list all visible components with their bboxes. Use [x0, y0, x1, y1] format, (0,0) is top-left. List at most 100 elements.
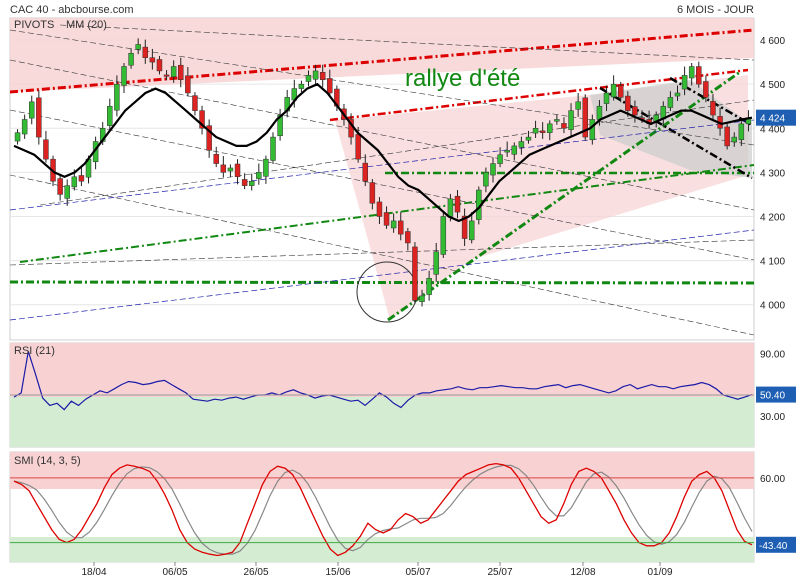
candle-body[interactable] — [114, 83, 120, 111]
candle-body[interactable] — [582, 97, 588, 138]
candle-body[interactable] — [483, 172, 489, 187]
candle-body[interactable] — [170, 66, 177, 77]
candle-body[interactable] — [29, 101, 35, 119]
candle-body[interactable] — [64, 185, 70, 199]
candle-body[interactable] — [206, 125, 212, 151]
candle-body[interactable] — [433, 251, 439, 275]
candle-body[interactable] — [724, 126, 730, 147]
candle-body[interactable] — [327, 78, 333, 94]
smi-tick-label: 60.00 — [760, 474, 785, 485]
candle-body[interactable] — [57, 178, 63, 195]
candle-body[interactable] — [419, 295, 425, 302]
candle-body[interactable] — [511, 145, 518, 155]
candle-body[interactable] — [163, 74, 170, 77]
candle-body[interactable] — [376, 201, 383, 217]
candle-body[interactable] — [21, 119, 28, 135]
candle-body[interactable] — [440, 216, 447, 255]
candle-body[interactable] — [142, 46, 149, 58]
candle-body[interactable] — [518, 141, 525, 148]
legend-pivots[interactable]: PIVOTS — [14, 19, 54, 31]
candle-body[interactable] — [277, 114, 283, 137]
candle-body[interactable] — [497, 154, 503, 164]
candle-body[interactable] — [617, 85, 624, 98]
candle-body[interactable] — [504, 150, 510, 153]
candle-body[interactable] — [447, 198, 454, 217]
candle-body[interactable] — [256, 172, 262, 179]
candle-body[interactable] — [213, 154, 219, 164]
candle-body[interactable] — [128, 53, 134, 66]
support-line-low — [9, 280, 755, 285]
candle-body[interactable] — [688, 66, 695, 79]
candle-body[interactable] — [625, 95, 631, 111]
candle-body[interactable] — [135, 44, 141, 50]
candle-body[interactable] — [156, 59, 163, 72]
price-tick-label: 4 000 — [760, 301, 785, 312]
chart-period[interactable]: 6 MOIS - JOUR — [677, 4, 754, 16]
candle-body[interactable] — [248, 180, 255, 186]
candle-body[interactable] — [312, 70, 319, 80]
candle-body[interactable] — [14, 132, 21, 142]
candle-body[interactable] — [107, 105, 113, 126]
candle-body[interactable] — [369, 182, 376, 204]
candle-body[interactable] — [696, 66, 702, 85]
candle-body[interactable] — [532, 128, 539, 134]
price-tick-label: 4 300 — [760, 168, 785, 179]
candle-body[interactable] — [568, 110, 574, 130]
candle-body[interactable] — [596, 105, 603, 120]
candle-body[interactable] — [36, 97, 42, 138]
candle-body[interactable] — [390, 220, 397, 229]
legend-ma[interactable]: MM (20) — [66, 19, 107, 31]
candle-body[interactable] — [468, 220, 475, 241]
candle-body[interactable] — [710, 101, 716, 116]
candle-body[interactable] — [234, 163, 241, 178]
candle-body[interactable] — [185, 75, 191, 94]
candle-body[interactable] — [610, 83, 617, 98]
candle-body[interactable] — [603, 92, 610, 104]
candle-body[interactable] — [539, 130, 546, 133]
candle-body[interactable] — [490, 163, 496, 176]
candle-body[interactable] — [426, 277, 432, 295]
candle-body[interactable] — [149, 57, 156, 63]
candle-body[interactable] — [561, 123, 567, 129]
candle-body[interactable] — [383, 212, 390, 226]
candle-body[interactable] — [554, 119, 560, 122]
candle-body[interactable] — [674, 92, 681, 97]
candle-body[interactable] — [575, 101, 581, 110]
candle-body[interactable] — [738, 123, 745, 140]
candle-body[interactable] — [632, 106, 638, 116]
candle-body[interactable] — [362, 162, 368, 182]
candle-body[interactable] — [731, 136, 737, 143]
candle-body[interactable] — [355, 134, 361, 160]
candle-body[interactable] — [270, 136, 276, 161]
candle-body[interactable] — [461, 215, 468, 239]
price-axis: 4 000 4 100 4 200 4 300 4 400 4 500 4 600 4 424 — [756, 36, 796, 312]
smi-label[interactable]: SMI (14, 3, 5) — [14, 455, 81, 467]
candle-body[interactable] — [298, 83, 305, 89]
candle-body[interactable] — [220, 164, 227, 173]
candle-body[interactable] — [589, 119, 596, 140]
candle-body[interactable] — [43, 139, 49, 160]
candle-body[interactable] — [305, 75, 312, 82]
candle-body[interactable] — [263, 158, 269, 177]
candle-body[interactable] — [192, 95, 198, 111]
candle-body[interactable] — [547, 123, 553, 133]
candle-body[interactable] — [405, 231, 411, 244]
candle-body[interactable] — [241, 179, 248, 186]
candle-body[interactable] — [703, 81, 709, 98]
candle-body[interactable] — [525, 136, 532, 141]
candle-body[interactable] — [121, 66, 127, 86]
candle-body[interactable] — [667, 97, 674, 108]
candle-body[interactable] — [454, 195, 461, 213]
price-tick-label: 4 400 — [760, 124, 785, 135]
candle-body[interactable] — [71, 176, 78, 188]
candle-body[interactable] — [227, 167, 234, 172]
candle-body[interactable] — [199, 110, 205, 129]
rsi-label[interactable]: RSI (21) — [14, 345, 55, 357]
candle-body[interactable] — [681, 75, 688, 90]
candle-body[interactable] — [78, 175, 85, 182]
candles[interactable] — [14, 38, 752, 307]
candle-body[interactable] — [178, 64, 184, 81]
candle-body[interactable] — [398, 220, 404, 235]
candle-body[interactable] — [412, 246, 418, 301]
candle-body[interactable] — [319, 72, 326, 81]
